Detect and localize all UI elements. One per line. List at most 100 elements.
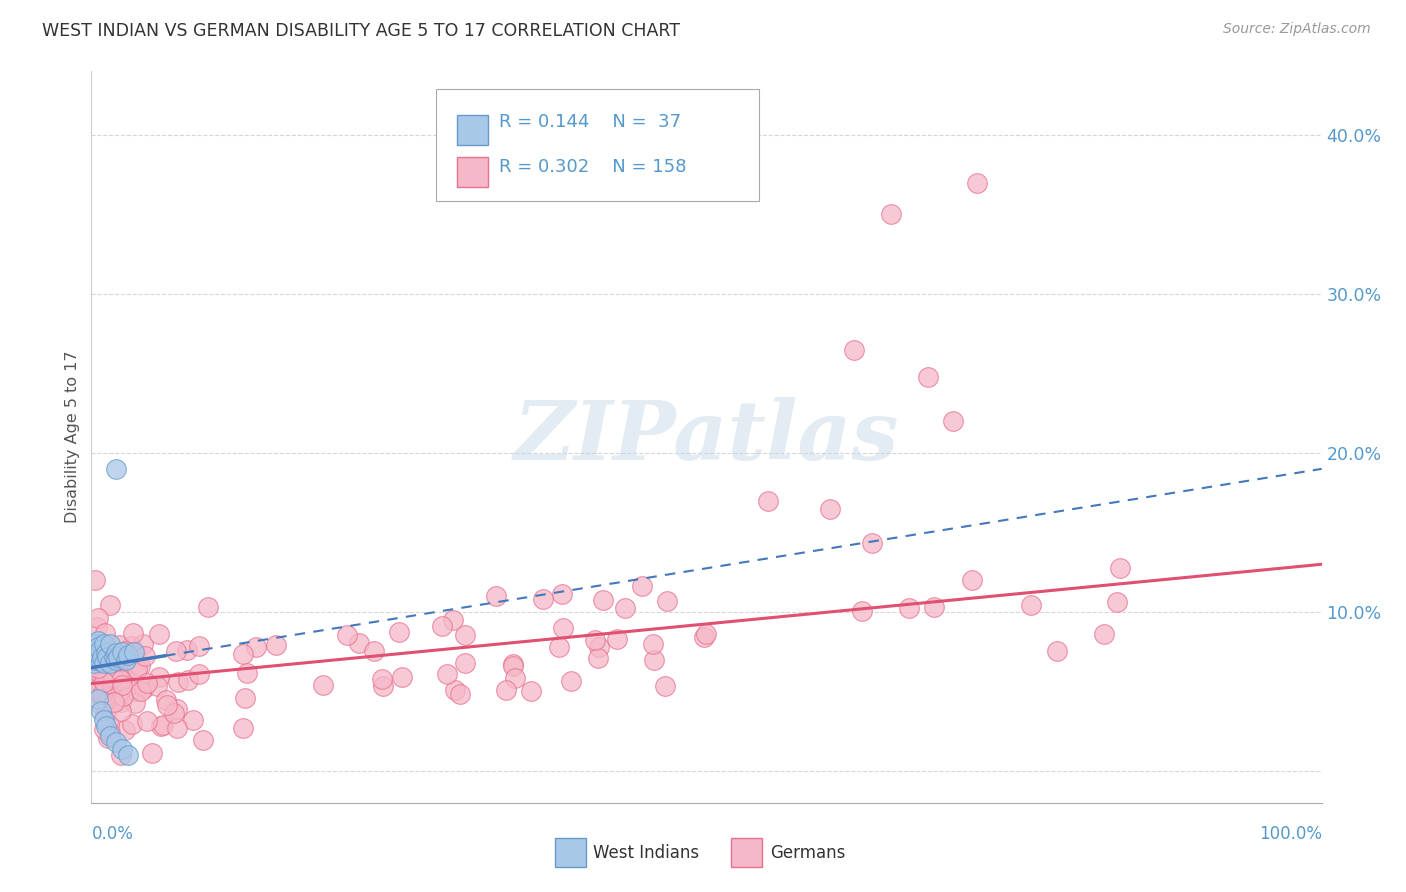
- Point: [236, 665, 259, 680]
- Point: [98, 678, 121, 692]
- Point: [87, 685, 110, 699]
- Point: [1105, 595, 1128, 609]
- Point: [370, 672, 392, 686]
- Point: [149, 719, 172, 733]
- Text: Germans: Germans: [770, 844, 846, 862]
- Point: [87, 649, 110, 664]
- Point: [94, 671, 117, 685]
- Point: [84, 637, 107, 651]
- Point: [177, 673, 200, 687]
- Point: [312, 678, 335, 692]
- Point: [98, 637, 121, 651]
- Point: [105, 653, 127, 667]
- Point: [606, 632, 628, 647]
- Point: [167, 675, 190, 690]
- Point: [531, 591, 554, 606]
- Point: [695, 627, 717, 641]
- Point: [941, 414, 963, 428]
- Point: [84, 653, 107, 667]
- Point: [860, 535, 883, 549]
- Point: [851, 604, 873, 618]
- Point: [756, 493, 779, 508]
- Point: [107, 673, 129, 688]
- Point: [93, 665, 115, 680]
- Point: [112, 689, 135, 703]
- Point: [94, 688, 117, 702]
- Point: [83, 650, 105, 665]
- Point: [93, 656, 115, 670]
- Point: [117, 748, 139, 763]
- Point: [585, 632, 607, 647]
- Point: [96, 719, 117, 733]
- Text: 0.0%: 0.0%: [91, 825, 134, 843]
- Point: [391, 670, 413, 684]
- Point: [363, 643, 385, 657]
- Point: [485, 589, 508, 603]
- Point: [111, 651, 134, 665]
- Point: [93, 675, 115, 690]
- Point: [110, 704, 132, 718]
- Point: [121, 716, 143, 731]
- Point: [89, 665, 111, 680]
- Point: [91, 687, 114, 701]
- Point: [86, 651, 108, 665]
- Point: [520, 683, 543, 698]
- Point: [94, 682, 117, 697]
- Point: [191, 733, 214, 747]
- Point: [82, 645, 104, 659]
- Point: [551, 587, 574, 601]
- Point: [111, 741, 134, 756]
- Point: [94, 707, 117, 722]
- Point: [107, 638, 129, 652]
- Point: [966, 176, 988, 190]
- Point: [134, 648, 156, 663]
- Point: [176, 643, 198, 657]
- Point: [654, 679, 676, 693]
- Point: [441, 613, 464, 627]
- Point: [187, 666, 209, 681]
- Point: [388, 625, 411, 640]
- Point: [114, 723, 136, 737]
- Point: [188, 640, 211, 654]
- Point: [233, 690, 256, 705]
- Point: [111, 645, 134, 659]
- Point: [165, 644, 187, 658]
- Point: [897, 600, 920, 615]
- Point: [83, 649, 105, 664]
- Point: [96, 649, 118, 664]
- Point: [166, 702, 188, 716]
- Point: [98, 718, 121, 732]
- Point: [93, 713, 115, 727]
- Point: [163, 706, 186, 720]
- Point: [693, 630, 716, 644]
- Point: [495, 683, 517, 698]
- Point: [232, 721, 254, 735]
- Point: [114, 644, 136, 658]
- Point: [82, 654, 104, 668]
- Text: West Indians: West Indians: [593, 844, 699, 862]
- Point: [82, 648, 104, 663]
- Point: [82, 683, 104, 698]
- Point: [124, 648, 146, 662]
- Point: [89, 643, 111, 657]
- Point: [110, 695, 132, 709]
- Y-axis label: Disability Age 5 to 17: Disability Age 5 to 17: [65, 351, 80, 524]
- Point: [111, 678, 134, 692]
- Point: [124, 645, 146, 659]
- Point: [98, 656, 121, 670]
- Point: [103, 695, 125, 709]
- Point: [120, 639, 142, 653]
- Point: [96, 673, 118, 687]
- Point: [89, 655, 111, 669]
- Point: [93, 722, 115, 736]
- Point: [110, 748, 132, 763]
- Point: [90, 704, 112, 718]
- Point: [121, 626, 143, 640]
- Point: [105, 462, 127, 476]
- Point: [84, 573, 107, 587]
- Point: [86, 619, 108, 633]
- Text: R = 0.302    N = 158: R = 0.302 N = 158: [499, 158, 686, 176]
- Point: [87, 661, 110, 675]
- Point: [586, 650, 609, 665]
- Point: [148, 627, 170, 641]
